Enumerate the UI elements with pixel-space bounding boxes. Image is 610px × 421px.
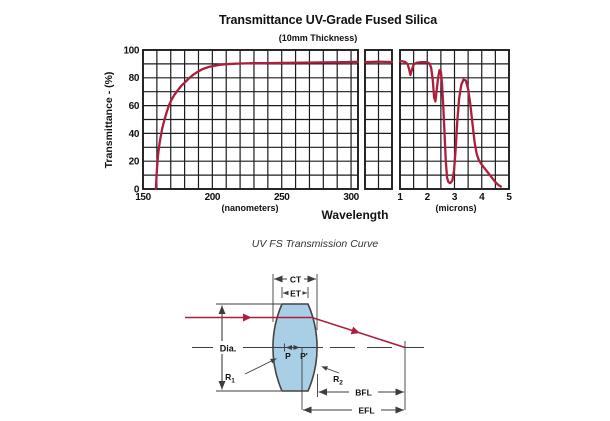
lens-diagram: CT ET Dia. P P' BFL EFL R1 R2 bbox=[185, 272, 424, 416]
panel-border bbox=[399, 49, 510, 190]
y-tick-label: 20 bbox=[129, 157, 140, 168]
transmittance-curve-axis-break bbox=[363, 60, 394, 64]
x-tick-label: 300 bbox=[343, 192, 359, 203]
ct-label: CT bbox=[290, 275, 302, 285]
light-ray bbox=[185, 316, 406, 349]
ct-label-bg bbox=[287, 272, 304, 285]
et-label: ET bbox=[290, 289, 302, 299]
panel-border bbox=[364, 49, 393, 190]
figure-caption: UV FS Transmission Curve bbox=[252, 238, 379, 250]
p-prime-label: P' bbox=[300, 351, 308, 361]
x-tick-label: 150 bbox=[135, 192, 151, 203]
bfl-label: BFL bbox=[355, 388, 372, 398]
p-label: P bbox=[285, 351, 291, 361]
bfl-label-bg bbox=[349, 386, 378, 398]
y-tick-label: 100 bbox=[124, 45, 140, 56]
nm-unit-label: (nanometers) bbox=[221, 203, 278, 213]
x-tick-label: 250 bbox=[274, 192, 290, 203]
ray-arrowhead-1 bbox=[243, 313, 252, 322]
r2-label: R2 bbox=[333, 374, 343, 387]
y-tick-label: 0 bbox=[134, 184, 140, 195]
y-tick-label: 80 bbox=[129, 73, 140, 84]
x-tick-label: 5 bbox=[506, 192, 512, 203]
panel-axis-break bbox=[364, 49, 393, 190]
x-tick-label: 1 bbox=[397, 192, 403, 203]
panel-nanometers bbox=[142, 49, 359, 190]
et-label-bg bbox=[288, 287, 303, 299]
efl-label-bg bbox=[352, 404, 381, 416]
transmittance-curve-microns bbox=[398, 59, 502, 188]
panel-border bbox=[142, 49, 359, 190]
x-tick-label: 4 bbox=[479, 192, 485, 203]
y-tick-label: 60 bbox=[129, 101, 140, 112]
r1-arrow bbox=[244, 358, 277, 375]
ray-arrowhead-2 bbox=[350, 326, 360, 335]
y-tick-label: 40 bbox=[129, 129, 140, 140]
x-tick-label: 200 bbox=[205, 192, 221, 203]
r1-label: R1 bbox=[225, 372, 235, 385]
r2-arrow bbox=[321, 366, 340, 374]
transmittance-curve-nanometers bbox=[154, 60, 360, 191]
x-tick-label: 2 bbox=[425, 192, 431, 203]
um-unit-label: (microns) bbox=[435, 203, 476, 213]
y-axis-ticks: 0 20 40 60 80 100 bbox=[124, 45, 141, 195]
chart-title: Transmittance UV-Grade Fused Silica bbox=[219, 13, 438, 27]
dia-label: Dia. bbox=[220, 344, 237, 354]
efl-label: EFL bbox=[358, 406, 374, 416]
transmittance-curve bbox=[154, 59, 502, 191]
x-tick-label: 3 bbox=[452, 192, 458, 203]
chart-subtitle: (10mm Thickness) bbox=[279, 33, 358, 43]
x-axis-ticks: 150 200 250 300 1 2 3 4 5 bbox=[135, 192, 513, 203]
x-axis-label: Wavelength bbox=[322, 208, 389, 222]
y-axis-label: Transmittance - (%) bbox=[103, 72, 115, 169]
dia-label-bg bbox=[213, 341, 243, 354]
